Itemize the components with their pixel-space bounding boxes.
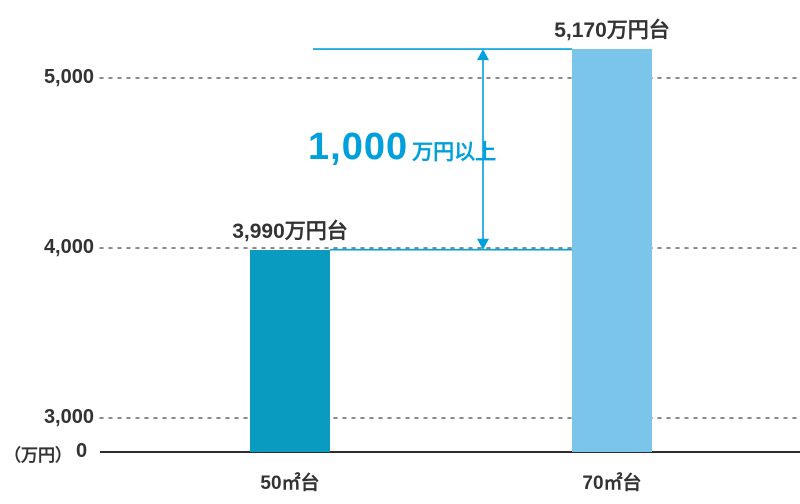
bar-70m2-value-label: 5,170万円台 (492, 14, 732, 44)
y-origin-zero: 0 (76, 440, 87, 463)
price-bar-chart: 3,000 4,000 5,000 （万円）0 3,990万円台 50㎡台 5,170万円台… (0, 0, 800, 504)
y-tick-3000: 3,000 (44, 406, 94, 429)
y-tick-4000: 4,000 (44, 236, 94, 259)
y-unit-label: （万円） (4, 441, 72, 466)
bar-70m2 (572, 49, 652, 452)
bar-50m2 (250, 250, 330, 452)
y-tick-5000: 5,000 (44, 66, 94, 89)
difference-small: 万円以上 (412, 141, 496, 164)
difference-annotation: 1,000万円以上 (308, 126, 496, 169)
bar-70m2-x-label: 70㎡台 (532, 468, 692, 495)
bar-50m2-value-label: 3,990万円台 (170, 215, 410, 245)
bar-50m2-x-label: 50㎡台 (210, 468, 370, 495)
difference-big: 1,000 (308, 126, 408, 168)
chart-svg (0, 0, 800, 504)
